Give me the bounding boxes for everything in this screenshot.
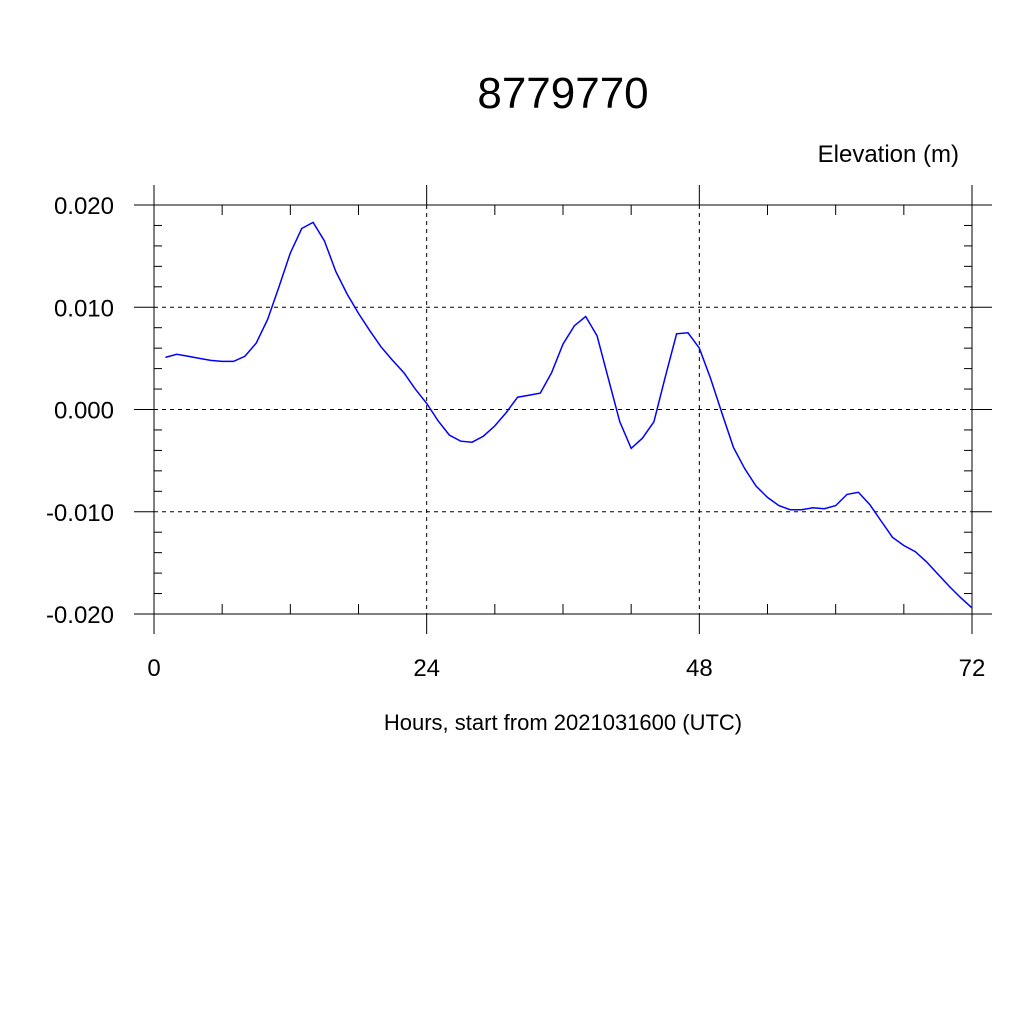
y-tick-label: -0.020 xyxy=(46,602,114,629)
x-tick-label: 24 xyxy=(413,655,440,682)
x-tick-label: 72 xyxy=(959,655,986,682)
series-line xyxy=(165,221,973,609)
grid-lines xyxy=(153,204,973,615)
x-tick-label: 0 xyxy=(147,655,160,682)
y-tick-label: 0.010 xyxy=(54,295,114,322)
y-tick-label: 0.000 xyxy=(54,398,114,425)
y-tick-label: -0.010 xyxy=(46,500,114,527)
series-layer xyxy=(165,221,973,609)
y-axis-label: Elevation (m) xyxy=(818,141,959,168)
x-tick-label: 48 xyxy=(686,655,713,682)
tick-labels: -0.020 -0.010 0.000 0.010 0.020 0 24 48 72 xyxy=(46,193,985,682)
axis-ticks xyxy=(134,185,992,634)
y-tick-label: 0.020 xyxy=(54,193,114,220)
x-axis-label: Hours, start from 2021031600 (UTC) xyxy=(384,710,742,735)
chart-title: 8779770 xyxy=(477,69,648,118)
